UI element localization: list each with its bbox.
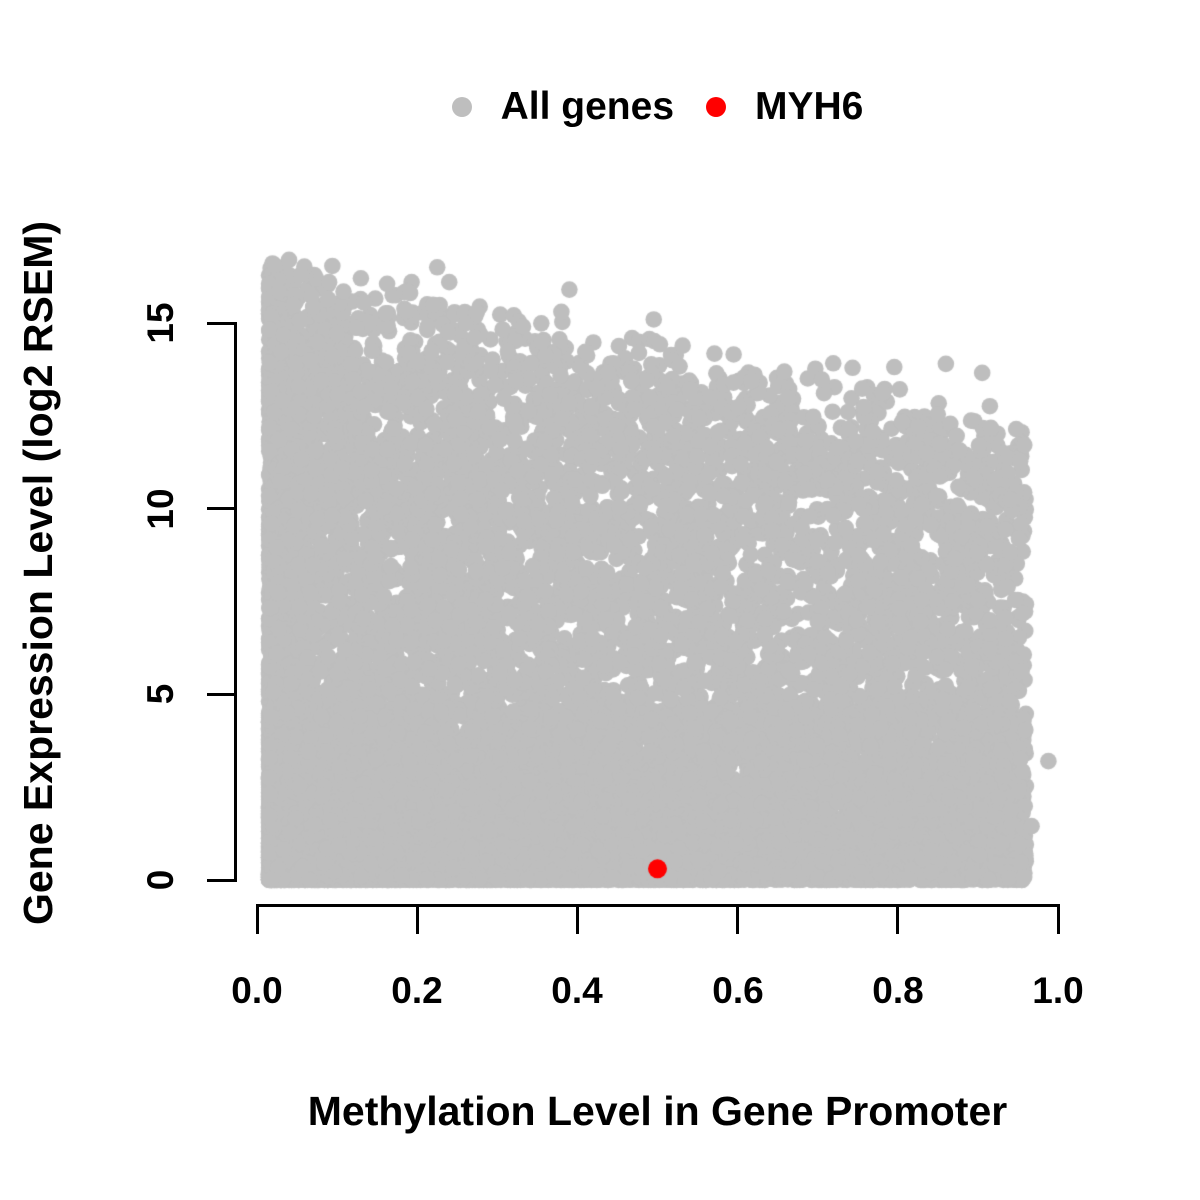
legend-label-all-genes: All genes — [500, 85, 675, 128]
y-tick-label-5: 5 — [140, 683, 181, 705]
x-tick-label-0.2: 0.2 — [391, 970, 443, 1011]
y-tick-10 — [207, 507, 235, 511]
y-tick-15 — [207, 321, 235, 325]
x-tick-0.2 — [415, 903, 419, 934]
x-tick-label-0.8: 0.8 — [872, 970, 924, 1011]
x-tick-label-0.0: 0.0 — [231, 970, 283, 1011]
y-tick-label-15: 15 — [140, 302, 181, 344]
y-axis-title: Gene Expression Level (log2 RSEM) — [15, 220, 61, 926]
x-tick-label-0.6: 0.6 — [712, 970, 764, 1011]
legend: All genes MYH6 — [257, 84, 1058, 130]
x-tick-1.0 — [1056, 903, 1060, 934]
all-genes-dot-icon — [451, 97, 472, 117]
y-tick-0 — [207, 878, 235, 882]
legend-item-all-genes: All genes — [451, 84, 675, 130]
myh6-dot-icon — [706, 97, 727, 117]
x-tick-0.0 — [255, 903, 259, 934]
y-axis-line — [234, 321, 237, 882]
x-axis-title: Methylation Level in Gene Promoter — [307, 1088, 1008, 1134]
y-tick-label-0: 0 — [140, 869, 181, 891]
x-tick-0.8 — [896, 903, 900, 934]
legend-item-myh6: MYH6 — [706, 84, 863, 130]
x-tick-label-1.0: 1.0 — [1032, 970, 1084, 1011]
x-tick-0.6 — [736, 903, 740, 934]
y-tick-label-10: 10 — [140, 488, 181, 530]
x-tick-0.4 — [575, 903, 579, 934]
y-tick-5 — [207, 692, 235, 696]
x-axis-line — [255, 903, 1060, 907]
x-tick-label-0.4: 0.4 — [551, 970, 603, 1011]
legend-label-myh6: MYH6 — [755, 85, 864, 128]
